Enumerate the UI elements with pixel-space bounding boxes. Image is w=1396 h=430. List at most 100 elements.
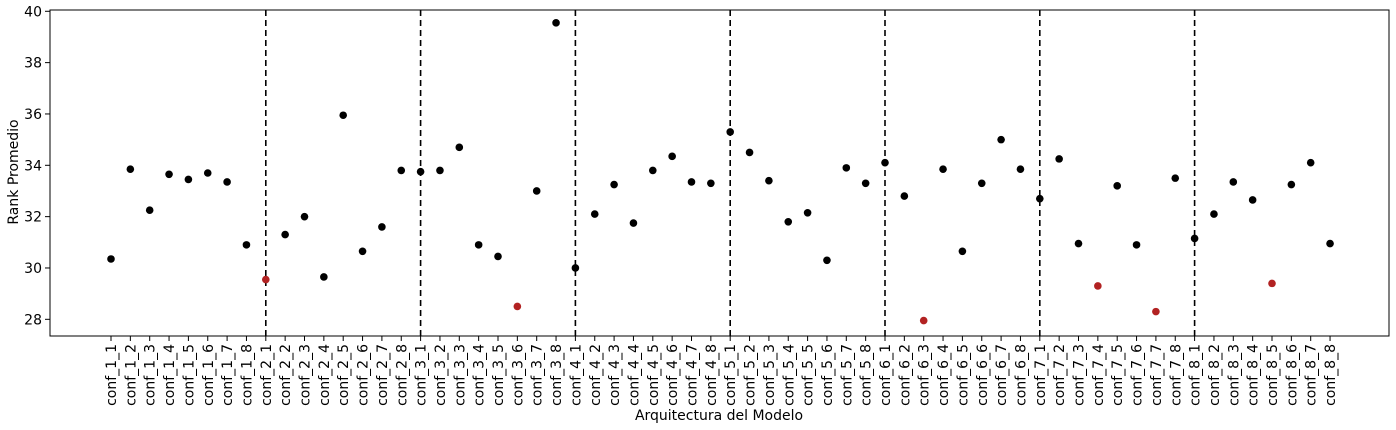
data-point (436, 166, 444, 175)
data-point (339, 111, 348, 120)
x-tick-label: conf_6_8 (1013, 344, 1029, 406)
x-tick-label: conf_3_6 (510, 344, 526, 406)
data-point (1306, 158, 1315, 167)
data-point (397, 166, 406, 175)
x-tick-label: conf_4_8 (704, 344, 720, 406)
x-tick-label: conf_5_2 (743, 344, 759, 406)
y-tick-label: 28 (24, 312, 42, 328)
data-point (1036, 194, 1044, 203)
data-point (707, 179, 715, 188)
data-point (939, 165, 947, 173)
x-tick-label: conf_6_1 (878, 344, 894, 406)
x-tick-label: conf_2_5 (336, 344, 352, 406)
data-point (1326, 239, 1334, 248)
data-point (416, 167, 425, 176)
x-tick-label: conf_1_4 (162, 344, 178, 406)
x-tick-label: conf_6_5 (955, 344, 971, 406)
x-tick-label: conf_5_3 (762, 344, 778, 406)
data-point (649, 166, 657, 175)
x-tick-label: conf_7_5 (1110, 344, 1126, 406)
data-point (107, 255, 115, 263)
x-tick-label: conf_1_5 (181, 344, 197, 406)
data-point (552, 19, 560, 27)
data-point (281, 230, 289, 239)
highlighted-point (513, 302, 522, 311)
data-point (203, 169, 212, 177)
highlighted-point (262, 275, 270, 284)
x-tick-label: conf_6_4 (936, 344, 952, 406)
x-tick-label: conf_1_1 (104, 344, 120, 406)
data-point (861, 179, 870, 188)
x-tick-label: conf_1_6 (201, 344, 217, 406)
highlighted-point (1268, 279, 1276, 288)
x-tick-label: conf_8_8 (1323, 344, 1339, 406)
x-tick-label: conf_6_2 (897, 344, 913, 406)
data-point (1016, 165, 1025, 173)
data-point (532, 187, 541, 195)
x-tick-label: conf_8_1 (1188, 344, 1204, 406)
x-tick-label: conf_7_6 (1130, 344, 1146, 406)
x-tick-label: conf_5_6 (820, 344, 836, 406)
data-point (358, 247, 367, 256)
x-tick-label: conf_1_8 (239, 344, 255, 406)
x-axis: conf_1_1 conf_1_2 conf_1_3 conf_1_4 conf_1_5… (104, 336, 1339, 406)
data-point (745, 148, 754, 157)
x-tick-label: conf_8_5 (1265, 344, 1281, 406)
x-tick-label: conf_7_8 (1168, 344, 1184, 406)
data-point (145, 206, 154, 215)
x-tick-label: conf_7_1 (1033, 344, 1049, 406)
highlighted-point (1094, 282, 1102, 290)
x-tick-label: conf_8_2 (1207, 344, 1223, 406)
data-point (1074, 239, 1083, 248)
data-point (378, 223, 386, 231)
highlighted-point (1152, 307, 1160, 316)
data-point (590, 210, 599, 218)
data-point (494, 252, 502, 261)
data-point (1287, 180, 1296, 189)
x-tick-label: conf_4_6 (665, 344, 681, 406)
x-tick-label: conf_8_7 (1304, 344, 1320, 406)
data-point (803, 208, 812, 217)
y-axis: 28 30 32 34 36 38 40 (24, 4, 50, 328)
x-tick-label: conf_6_7 (994, 344, 1010, 406)
x-tick-label: conf_2_2 (278, 344, 294, 406)
data-point (1055, 155, 1063, 163)
x-tick-label: conf_2_8 (394, 344, 410, 406)
x-tick-label: conf_3_7 (530, 344, 546, 406)
x-tick-label: conf_8_4 (1246, 344, 1262, 406)
data-point (881, 158, 889, 167)
data-point (242, 241, 251, 249)
data-point (629, 219, 638, 227)
x-tick-label: conf_8_3 (1226, 344, 1242, 406)
data-point (1113, 182, 1121, 190)
x-tick-label: conf_2_3 (298, 344, 314, 406)
data-point (1190, 234, 1199, 243)
group-dividers (264, 10, 1196, 336)
data-point (571, 264, 580, 272)
x-tick-label: conf_3_5 (491, 344, 507, 406)
data-point (184, 175, 193, 184)
data-point (1229, 178, 1238, 186)
x-tick-label: conf_1_2 (123, 344, 139, 406)
x-tick-label: conf_7_4 (1091, 344, 1107, 406)
y-axis-label: Rank Promedio (6, 119, 22, 224)
data-point (668, 152, 676, 161)
data-point (126, 165, 135, 173)
data-point (842, 164, 851, 172)
x-tick-label: conf_7_3 (1072, 344, 1088, 406)
data-point (997, 135, 1005, 144)
data-point (1248, 196, 1257, 204)
data-point (1210, 210, 1218, 218)
x-tick-label: conf_2_4 (317, 344, 333, 406)
data-point (300, 212, 309, 221)
x-tick-label: conf_5_1 (723, 344, 739, 406)
data-point (726, 128, 734, 136)
x-tick-label: conf_4_7 (685, 344, 701, 406)
x-tick-label: conf_2_1 (259, 344, 275, 406)
data-point (165, 170, 173, 179)
x-tick-label: conf_5_4 (781, 344, 797, 406)
x-tick-label: conf_4_2 (588, 344, 604, 406)
data-point (474, 241, 483, 249)
x-tick-label: conf_4_4 (626, 344, 642, 406)
